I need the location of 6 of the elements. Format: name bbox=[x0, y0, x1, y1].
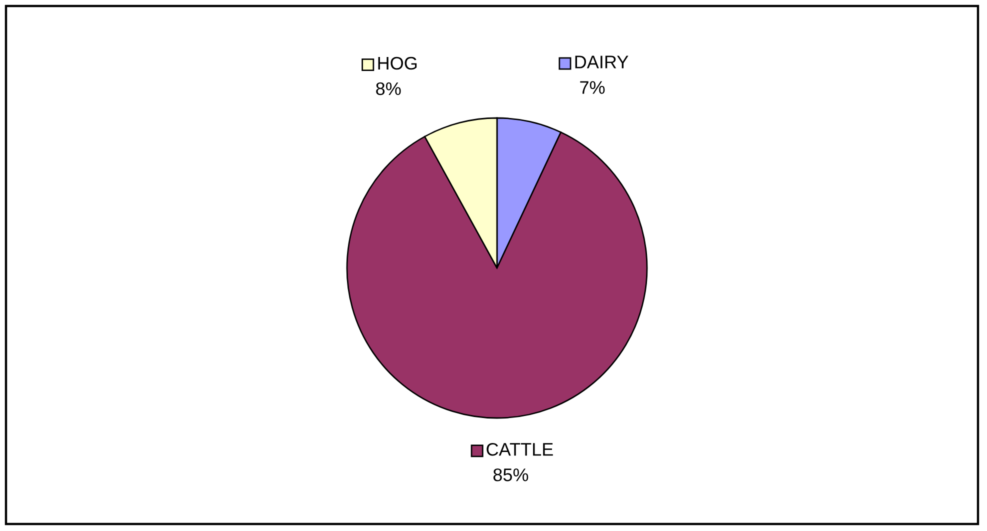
data-label: 85% bbox=[493, 468, 528, 482]
data-label: 7% bbox=[580, 81, 605, 94]
legend-label: HOG bbox=[378, 56, 417, 70]
legend-label: CATTLE bbox=[486, 442, 553, 456]
data-label: 8% bbox=[376, 82, 401, 96]
legend-label: DAIRY bbox=[575, 56, 628, 68]
